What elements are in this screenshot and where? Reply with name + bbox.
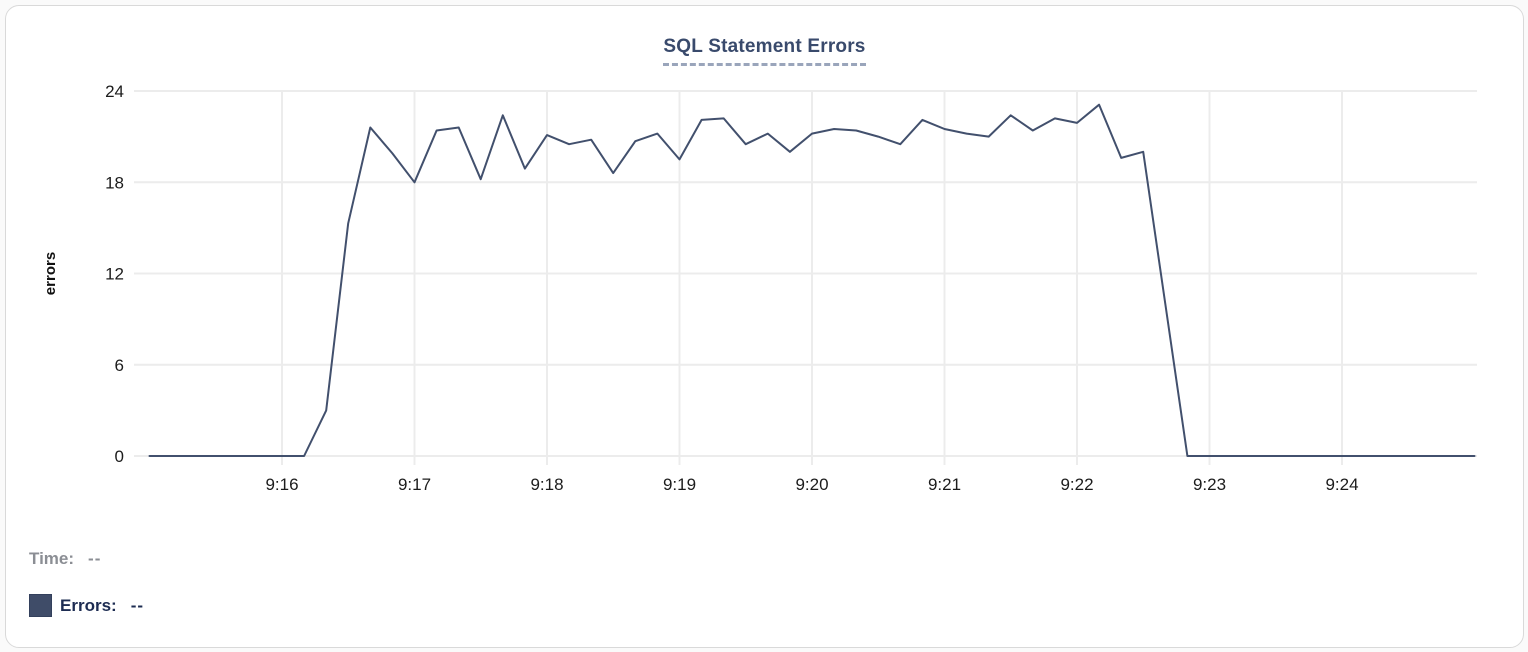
errors-line-chart[interactable]: 0 6 12 18 24 9:16 9:17 9:18 9:19 9:20 9:21 9:22 9:23…	[6, 6, 1528, 506]
x-tick-label: 9:22	[1060, 475, 1093, 494]
x-tick-label: 9:23	[1193, 475, 1226, 494]
x-tick-label: 9:21	[928, 475, 961, 494]
x-tick-label: 9:18	[530, 475, 563, 494]
tooltip-errors-label: Errors:	[60, 595, 117, 615]
chart-header: SQL Statement Errors	[6, 36, 1523, 66]
y-tick-label: 24	[105, 82, 124, 101]
x-tick-label: 9:19	[663, 475, 696, 494]
x-tick-label: 9:16	[265, 475, 298, 494]
x-tick-label: 9:20	[795, 475, 828, 494]
tooltip-errors-value: --	[130, 595, 145, 615]
x-tick-label: 9:24	[1325, 475, 1358, 494]
x-gridlines	[280, 91, 1343, 465]
x-tick-labels: 9:16 9:17 9:18 9:19 9:20 9:21 9:22 9:23 9:24	[265, 475, 1358, 494]
chart-card: SQL Statement Errors 0 6 12 18 24 9:16 9:17 9:1…	[5, 5, 1524, 648]
tooltip-time-label: Time:	[29, 549, 75, 568]
y-tick-label: 18	[105, 173, 124, 192]
tooltip-errors-row: Errors: --	[29, 594, 144, 617]
y-axis-label: errors	[42, 252, 59, 295]
y-tick-label: 0	[115, 447, 124, 466]
chart-title[interactable]: SQL Statement Errors	[663, 36, 866, 66]
y-tick-label: 12	[105, 265, 124, 284]
tooltip-time-value: --	[88, 549, 102, 568]
tooltip-time-row: Time: --	[29, 549, 101, 569]
y-gridlines	[134, 90, 1477, 457]
errors-series-line	[148, 103, 1476, 457]
errors-series-swatch	[29, 594, 52, 617]
x-tick-label: 9:17	[398, 475, 431, 494]
y-tick-label: 6	[115, 356, 124, 375]
y-tick-labels: 0 6 12 18 24	[105, 82, 124, 466]
